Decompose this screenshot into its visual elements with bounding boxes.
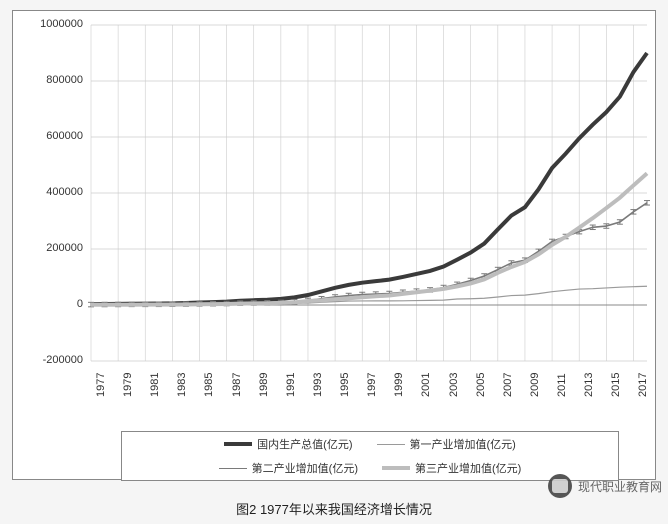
x-tick-label: 2005 bbox=[475, 373, 487, 397]
x-tick-label: 1981 bbox=[149, 373, 161, 397]
figure-caption: 图2 1977年以来我国经济增长情况 bbox=[0, 499, 668, 518]
x-tick-label: 2007 bbox=[502, 373, 514, 397]
x-tick-label: 1999 bbox=[393, 373, 405, 397]
x-tick-label: 1985 bbox=[203, 373, 215, 397]
legend-item: 第二产业增加值(亿元) bbox=[219, 460, 358, 476]
x-tick-label: 1987 bbox=[231, 373, 243, 397]
x-tick-label: 2009 bbox=[529, 373, 541, 397]
wechat-icon bbox=[548, 474, 572, 498]
y-tick-label: 800000 bbox=[23, 74, 83, 86]
x-tick-label: 2013 bbox=[583, 373, 595, 397]
legend-row: 第二产业增加值(亿元) 第三产业增加值(亿元) bbox=[122, 456, 618, 480]
x-tick-label: 1997 bbox=[366, 373, 378, 397]
x-tick-label: 2001 bbox=[420, 373, 432, 397]
legend-label: 国内生产总值(亿元) bbox=[257, 436, 352, 452]
x-tick-label: 1983 bbox=[176, 373, 188, 397]
legend-item: 国内生产总值(亿元) bbox=[224, 436, 352, 452]
x-tick-label: 2003 bbox=[448, 373, 460, 397]
chart-legend: 国内生产总值(亿元) 第一产业增加值(亿元) 第二产业增加值(亿元) 第三产业增加值(… bbox=[121, 431, 619, 481]
y-tick-label: 600000 bbox=[23, 130, 83, 142]
legend-label: 第二产业增加值(亿元) bbox=[252, 460, 358, 476]
figure-frame: -20000002000004000006000008000001000000 … bbox=[0, 0, 668, 524]
y-tick-label: 1000000 bbox=[23, 18, 83, 30]
x-tick-label: 2011 bbox=[556, 373, 568, 397]
x-tick-label: 2015 bbox=[610, 373, 622, 397]
legend-swatch bbox=[224, 442, 252, 446]
y-tick-label: 200000 bbox=[23, 242, 83, 254]
legend-swatch bbox=[377, 444, 405, 445]
x-tick-label: 1993 bbox=[312, 373, 324, 397]
x-tick-label: 1979 bbox=[122, 373, 134, 397]
y-tick-label: 400000 bbox=[23, 186, 83, 198]
y-tick-label: -200000 bbox=[23, 354, 83, 366]
chart-svg bbox=[13, 11, 657, 481]
legend-label: 第三产业增加值(亿元) bbox=[415, 460, 521, 476]
x-tick-label: 1989 bbox=[258, 373, 270, 397]
legend-label: 第一产业增加值(亿元) bbox=[410, 436, 516, 452]
y-tick-label: 0 bbox=[23, 298, 83, 310]
legend-item: 第一产业增加值(亿元) bbox=[377, 436, 516, 452]
x-tick-label: 2017 bbox=[637, 373, 649, 397]
x-tick-label: 1977 bbox=[95, 373, 107, 397]
legend-swatch bbox=[382, 466, 410, 470]
watermark-text: 现代职业教育网 bbox=[578, 478, 662, 495]
legend-item: 第三产业增加值(亿元) bbox=[382, 460, 521, 476]
legend-row: 国内生产总值(亿元) 第一产业增加值(亿元) bbox=[122, 432, 618, 456]
watermark: 现代职业教育网 bbox=[548, 474, 662, 498]
chart-container: -20000002000004000006000008000001000000 … bbox=[12, 10, 656, 480]
legend-swatch bbox=[219, 468, 247, 469]
x-tick-label: 1991 bbox=[285, 373, 297, 397]
x-tick-label: 1995 bbox=[339, 373, 351, 397]
